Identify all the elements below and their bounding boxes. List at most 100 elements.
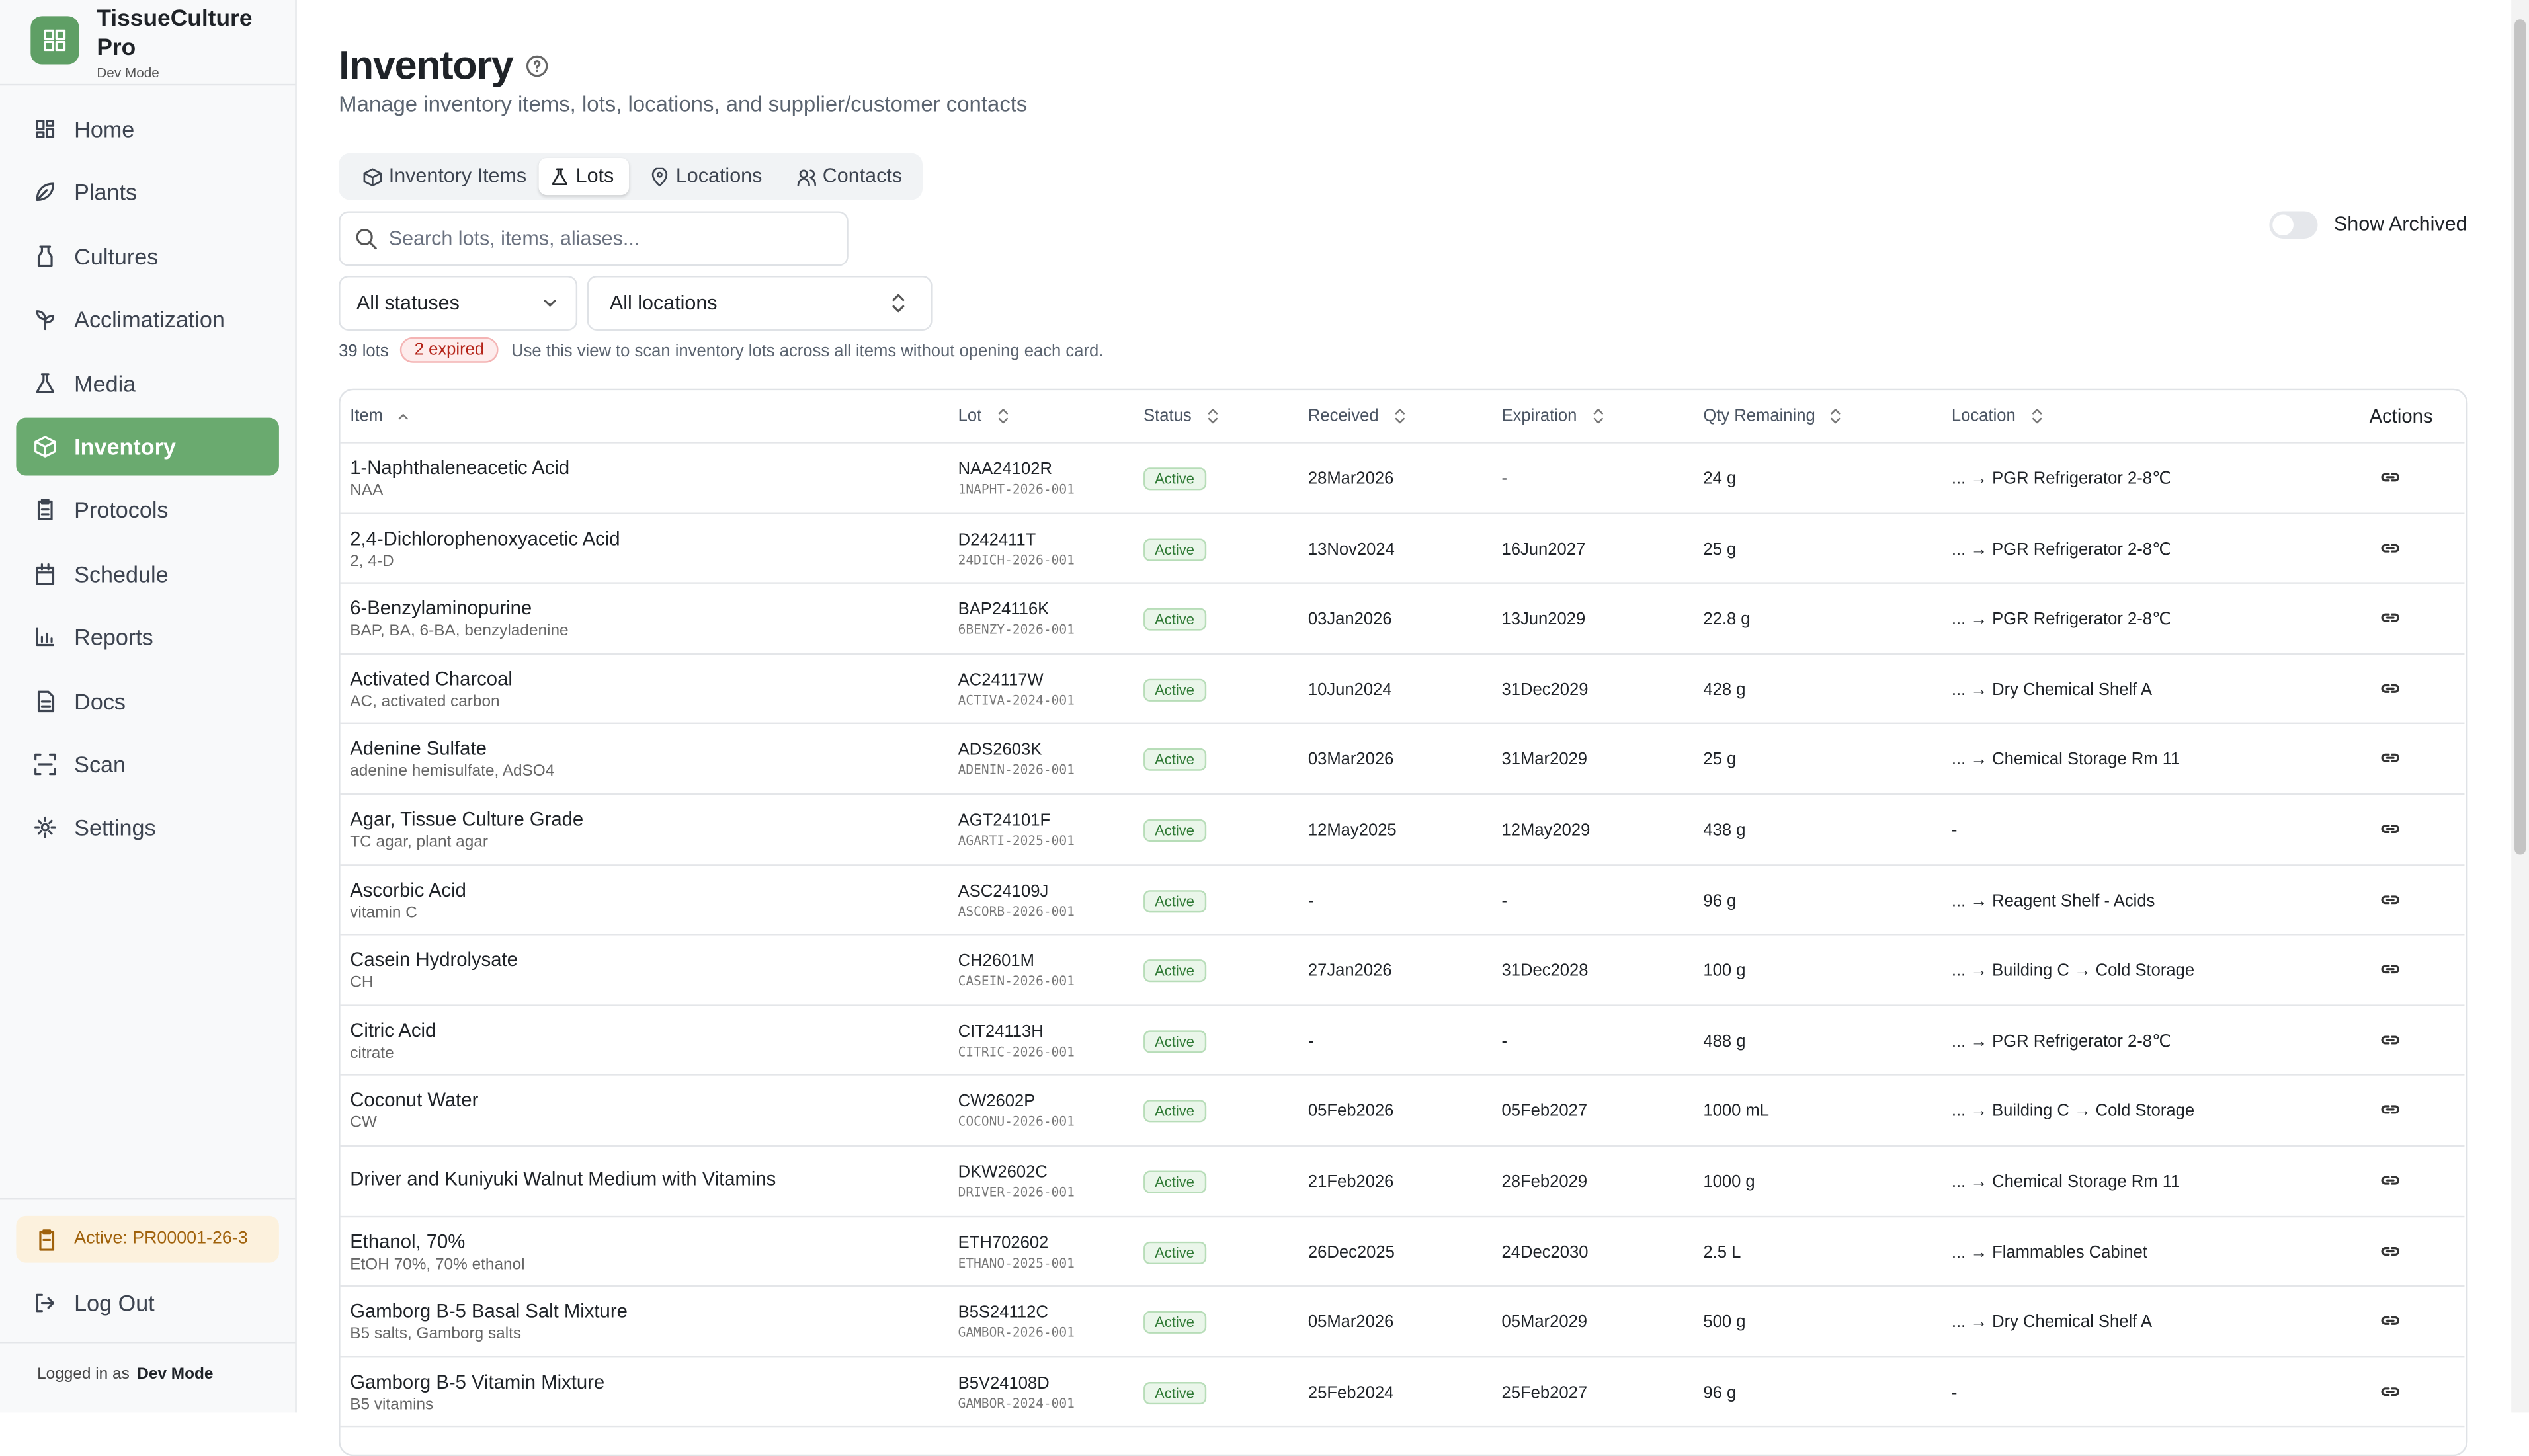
nav-icon	[37, 245, 53, 267]
nav-item[interactable]: Docs	[16, 672, 279, 730]
nav-item[interactable]: Protocols	[16, 481, 279, 540]
qty: 2.5 L	[1703, 1242, 1741, 1262]
link-icon	[2381, 614, 2399, 622]
received: 13Nov2024	[1307, 540, 1395, 559]
divider	[340, 1426, 2465, 1428]
tab-label: Inventory Items	[388, 164, 527, 187]
location: ... → Building C → Cold Storage	[1951, 961, 2195, 981]
link-button[interactable]	[2379, 1169, 2401, 1192]
link-button[interactable]	[2379, 958, 2401, 981]
link-button[interactable]	[2379, 1310, 2401, 1332]
lot-code: ETHANO-2025-001	[958, 1255, 1075, 1270]
tab-label: Lots	[575, 164, 614, 187]
link-button[interactable]	[2379, 677, 2401, 700]
divider	[340, 793, 2465, 795]
item-alias: EtOH 70%, 70% ethanol	[350, 1255, 525, 1274]
location: ... → PGR Refrigerator 2-8℃	[1951, 610, 2171, 629]
column-header[interactable]: Received	[1307, 406, 1379, 426]
nav-item[interactable]: Media	[16, 354, 279, 413]
tab-label: Contacts	[822, 164, 903, 187]
nav-label: Settings	[74, 815, 156, 841]
nav-item[interactable]: Inventory	[16, 417, 279, 476]
expired-badge[interactable]: 2 expired	[399, 337, 499, 363]
item-alias: CH	[350, 974, 374, 992]
lot-number: ASC24109J	[958, 881, 1049, 901]
divider	[340, 442, 2465, 444]
nav-item[interactable]: Schedule	[16, 545, 279, 603]
nav-label: Scan	[74, 751, 126, 778]
link-icon	[2381, 473, 2399, 482]
link-icon	[2381, 895, 2399, 904]
nav-icon	[36, 120, 55, 138]
link-button[interactable]	[2379, 1099, 2401, 1121]
expiration: 24Dec2030	[1501, 1242, 1589, 1262]
link-button[interactable]	[2379, 1028, 2401, 1051]
nav-item[interactable]: Scan	[16, 735, 279, 793]
nav-label: Reports	[74, 624, 153, 651]
lot-number: BAP24116K	[958, 600, 1050, 620]
chevron	[892, 294, 905, 313]
divider	[340, 1215, 2465, 1217]
status-badge: Active	[1143, 819, 1206, 842]
link-button[interactable]	[2379, 466, 2401, 489]
item-name: Driver and Kuniyuki Walnut Medium with V…	[350, 1167, 776, 1190]
column-header[interactable]: Lot	[958, 406, 982, 426]
link-button[interactable]	[2379, 1380, 2401, 1402]
nav-item[interactable]: Acclimatization	[16, 290, 279, 348]
logout[interactable]: Log Out	[16, 1274, 279, 1332]
item-alias: B5 vitamins	[350, 1396, 434, 1414]
sort-icon	[1208, 409, 1218, 424]
link-button[interactable]	[2379, 1239, 2401, 1262]
nav-icon	[36, 372, 55, 393]
divider	[0, 83, 296, 86]
protocol-icon	[39, 1229, 55, 1251]
item-name: Ascorbic Acid	[350, 878, 466, 901]
link-icon	[2381, 1035, 2399, 1044]
nav-label: Home	[74, 116, 135, 142]
received: 12May2025	[1307, 821, 1397, 840]
tab[interactable]: Lots	[538, 158, 630, 196]
location: -	[1951, 1383, 1958, 1403]
link-button[interactable]	[2379, 817, 2401, 840]
location: ... → Dry Chemical Shelf A	[1951, 680, 2153, 700]
tab[interactable]: Inventory Items	[352, 158, 549, 195]
nav-icon	[36, 310, 55, 331]
nav-item[interactable]: Cultures	[16, 227, 279, 285]
link-button[interactable]	[2379, 536, 2401, 559]
location-filter[interactable]: All locations	[587, 276, 933, 331]
received: -	[1307, 1031, 1314, 1051]
nav-icon	[36, 563, 55, 585]
status-filter[interactable]: All statuses	[339, 276, 578, 331]
link-icon	[2381, 1106, 2399, 1115]
archived-toggle[interactable]	[2269, 211, 2318, 239]
link-button[interactable]	[2379, 888, 2401, 910]
link-button[interactable]	[2379, 747, 2401, 770]
divider	[340, 1004, 2465, 1006]
help-icon[interactable]	[526, 55, 548, 77]
search-box[interactable]: Search lots, items, aliases...	[339, 211, 849, 266]
column-header[interactable]: Location	[1951, 406, 2016, 426]
lot-code: ASCORB-2026-001	[958, 904, 1075, 919]
column-header[interactable]: Qty Remaining	[1703, 406, 1815, 426]
lot-number: DKW2602C	[958, 1162, 1048, 1182]
nav-item[interactable]: Reports	[16, 608, 279, 667]
lot-code: 24DICH-2026-001	[958, 552, 1075, 567]
status-badge: Active	[1143, 748, 1206, 772]
tab[interactable]: Locations	[639, 158, 778, 195]
link-button[interactable]	[2379, 606, 2401, 629]
expiration: -	[1501, 1031, 1508, 1051]
active-protocol[interactable]: Active: PR00001-26-3	[16, 1215, 279, 1263]
brand-name: TissueCulture Pro	[97, 6, 253, 61]
column-header[interactable]: Item	[350, 406, 384, 426]
item-name: Ethanol, 70%	[350, 1229, 466, 1252]
nav-item[interactable]: Home	[16, 100, 279, 158]
column-header[interactable]: Status	[1143, 406, 1192, 426]
nav-item[interactable]: Plants	[16, 163, 279, 222]
expiration: 31Dec2029	[1501, 680, 1589, 700]
tab[interactable]: Contacts	[786, 158, 908, 195]
nav-item[interactable]: Settings	[16, 799, 279, 857]
divider	[340, 653, 2465, 655]
qty: 22.8 g	[1703, 610, 1751, 629]
column-header[interactable]: Expiration	[1501, 406, 1577, 426]
